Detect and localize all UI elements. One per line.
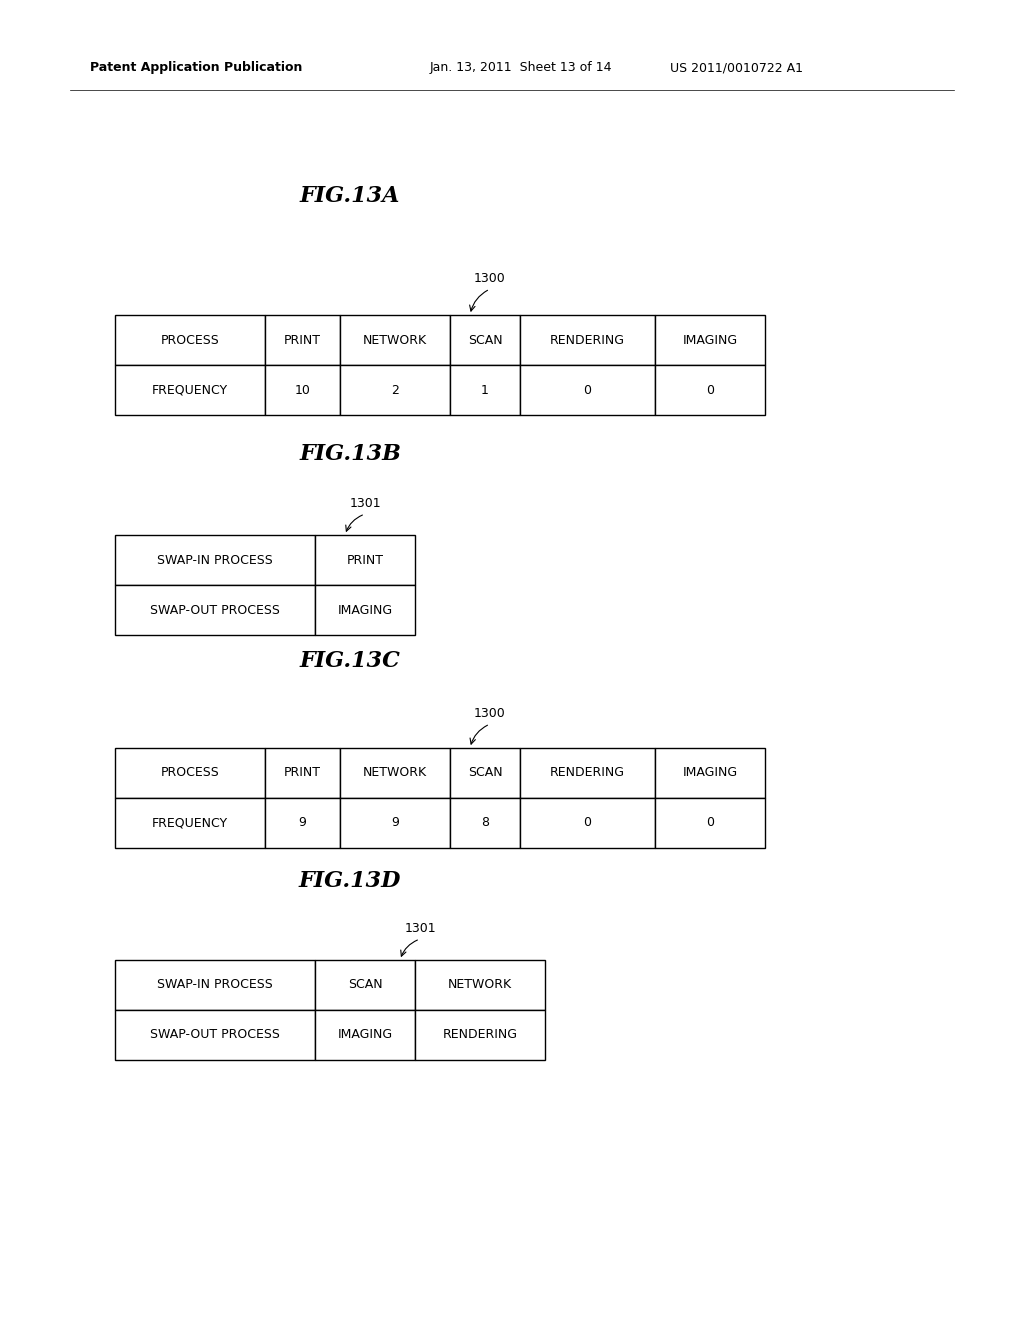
Text: Jan. 13, 2011  Sheet 13 of 14: Jan. 13, 2011 Sheet 13 of 14 <box>430 62 612 74</box>
Text: 9: 9 <box>391 817 399 829</box>
Text: RENDERING: RENDERING <box>550 334 625 346</box>
Bar <box>340 748 450 799</box>
Text: NETWORK: NETWORK <box>362 767 427 780</box>
Text: SCAN: SCAN <box>468 334 503 346</box>
Text: 1300: 1300 <box>474 272 506 285</box>
Bar <box>115 799 265 847</box>
Text: PRINT: PRINT <box>346 553 384 566</box>
Bar <box>340 315 450 366</box>
Text: PRINT: PRINT <box>284 767 321 780</box>
Text: IMAGING: IMAGING <box>682 767 737 780</box>
Text: Patent Application Publication: Patent Application Publication <box>90 62 302 74</box>
Text: FIG.13D: FIG.13D <box>299 870 401 892</box>
Bar <box>415 960 545 1010</box>
Text: RENDERING: RENDERING <box>550 767 625 780</box>
Bar <box>520 799 655 847</box>
Bar <box>415 1010 545 1060</box>
Bar <box>115 585 315 635</box>
Bar <box>115 960 315 1010</box>
Bar <box>265 799 340 847</box>
Bar <box>655 315 765 366</box>
Bar <box>265 748 340 799</box>
Bar <box>655 799 765 847</box>
Text: 0: 0 <box>706 817 714 829</box>
Bar <box>265 315 340 366</box>
Bar <box>115 366 265 414</box>
Text: 0: 0 <box>584 817 592 829</box>
Text: PROCESS: PROCESS <box>161 334 219 346</box>
Text: IMAGING: IMAGING <box>338 603 392 616</box>
Text: FIG.13A: FIG.13A <box>300 185 400 207</box>
Text: 1: 1 <box>481 384 488 396</box>
Text: SCAN: SCAN <box>468 767 503 780</box>
Bar <box>520 315 655 366</box>
Bar <box>450 315 520 366</box>
Bar <box>265 366 340 414</box>
Text: 1300: 1300 <box>474 708 506 719</box>
Bar <box>655 366 765 414</box>
Text: FIG.13C: FIG.13C <box>300 649 400 672</box>
Bar <box>450 799 520 847</box>
Bar <box>450 748 520 799</box>
Text: 10: 10 <box>295 384 310 396</box>
Bar <box>315 535 415 585</box>
Text: PRINT: PRINT <box>284 334 321 346</box>
Text: SWAP-OUT PROCESS: SWAP-OUT PROCESS <box>151 1028 280 1041</box>
Text: 0: 0 <box>584 384 592 396</box>
Bar <box>115 748 265 799</box>
Text: RENDERING: RENDERING <box>442 1028 517 1041</box>
Text: 1301: 1301 <box>404 921 436 935</box>
Text: IMAGING: IMAGING <box>682 334 737 346</box>
Text: SWAP-IN PROCESS: SWAP-IN PROCESS <box>157 978 272 991</box>
Bar <box>520 748 655 799</box>
Bar <box>520 366 655 414</box>
Text: FREQUENCY: FREQUENCY <box>152 384 228 396</box>
Text: NETWORK: NETWORK <box>362 334 427 346</box>
Text: FIG.13B: FIG.13B <box>299 444 401 465</box>
Text: 1301: 1301 <box>349 498 381 510</box>
Text: IMAGING: IMAGING <box>338 1028 392 1041</box>
Text: SCAN: SCAN <box>348 978 382 991</box>
Text: 8: 8 <box>481 817 489 829</box>
Bar <box>315 960 415 1010</box>
Bar <box>450 366 520 414</box>
Bar <box>655 748 765 799</box>
Text: US 2011/0010722 A1: US 2011/0010722 A1 <box>670 62 803 74</box>
Bar <box>315 1010 415 1060</box>
Text: 9: 9 <box>299 817 306 829</box>
Text: SWAP-OUT PROCESS: SWAP-OUT PROCESS <box>151 603 280 616</box>
Text: SWAP-IN PROCESS: SWAP-IN PROCESS <box>157 553 272 566</box>
Bar <box>115 535 315 585</box>
Bar <box>115 315 265 366</box>
Bar <box>115 1010 315 1060</box>
Text: PROCESS: PROCESS <box>161 767 219 780</box>
Bar <box>340 799 450 847</box>
Text: 2: 2 <box>391 384 399 396</box>
Bar <box>315 585 415 635</box>
Text: 0: 0 <box>706 384 714 396</box>
Text: NETWORK: NETWORK <box>447 978 512 991</box>
Text: FREQUENCY: FREQUENCY <box>152 817 228 829</box>
Bar <box>340 366 450 414</box>
